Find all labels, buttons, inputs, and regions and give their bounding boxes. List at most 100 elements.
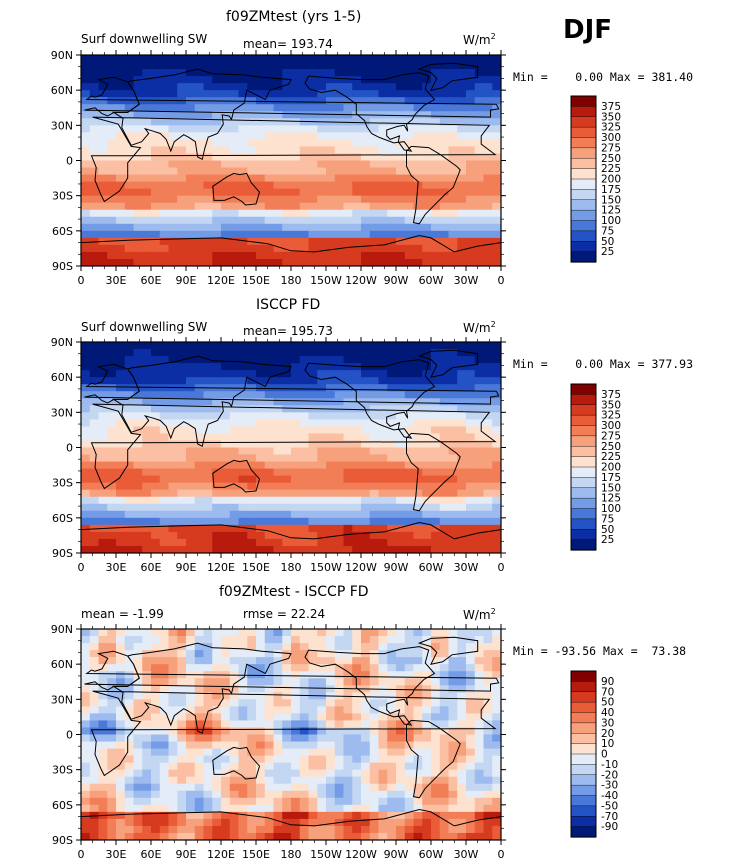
colorbar-label: 75: [601, 513, 614, 525]
colorbar-label: -10: [601, 759, 618, 771]
lon-tick-label: 60W: [419, 561, 444, 574]
lat-tick-label: 90S: [52, 547, 73, 560]
colorbar-label: 350: [601, 111, 621, 123]
colorbar-label: 150: [601, 194, 621, 206]
colorbar-swatch: [570, 147, 597, 159]
lat-tick-label: 90N: [51, 623, 73, 636]
colorbar-label: 70: [601, 686, 614, 698]
colorbar-swatch: [570, 508, 597, 520]
colorbar-swatch: [570, 220, 597, 232]
mean-label: mean = -1.99: [81, 607, 164, 621]
colorbar-label: 20: [601, 728, 614, 740]
lon-tick-label: 30E: [106, 274, 127, 287]
map-panel-1: 90N 60N 30N 0 30S 60S 90S 0 30E 60E 90E 120E 150E 180…: [51, 49, 621, 287]
lat-tick-label: 30S: [52, 764, 73, 777]
lon-tick-label: 120E: [207, 848, 235, 861]
colorbar-label: 100: [601, 503, 621, 515]
lat-tick-label: 30N: [51, 119, 73, 132]
coastline: [84, 650, 500, 692]
colorbar-swatch: [570, 774, 597, 786]
colorbar-swatch: [570, 712, 597, 724]
coastline: [212, 746, 261, 780]
colorbar-label: -90: [601, 821, 618, 833]
colorbar-label: -20: [601, 769, 618, 781]
lat-tick-label: 30S: [52, 477, 73, 490]
colorbar-label: 250: [601, 153, 621, 165]
season-label: DJF: [563, 15, 613, 45]
coastline: [304, 646, 436, 726]
coastline: [111, 68, 292, 161]
coastline: [90, 690, 497, 777]
colorbar-label: 25: [601, 534, 614, 546]
filled-contour: [81, 342, 501, 553]
coastline: [90, 116, 497, 203]
lat-tick-label: 90N: [51, 336, 73, 349]
lat-tick-label: 60N: [51, 371, 73, 384]
coastline: [406, 145, 461, 225]
colorbar-swatch: [570, 477, 597, 489]
lon-tick-label: 60W: [419, 848, 444, 861]
lon-tick-label: 180: [281, 848, 302, 861]
colorbar-label: 50: [601, 697, 614, 709]
lon-tick-label: 0: [78, 561, 85, 574]
colorbar-swatch: [570, 816, 597, 828]
coastline: [84, 76, 500, 118]
min-max-label: Min = -93.56 Max = 73.38: [513, 644, 687, 658]
filled-contour: [81, 55, 501, 266]
colorbar-label: 275: [601, 430, 621, 442]
colorbar-swatch: [570, 414, 597, 427]
units-label: W/m2: [463, 607, 496, 622]
coastline: [406, 432, 461, 512]
coastline: [417, 349, 479, 378]
lon-tick-label: 120W: [345, 274, 377, 287]
colorbar-swatch: [570, 137, 597, 149]
rmse-label: rmse = 22.24: [243, 607, 326, 621]
colorbar-label: 275: [601, 142, 621, 154]
lat-tick-label: 60N: [51, 658, 73, 671]
field-label: Surf downwelling SW: [81, 32, 208, 46]
coastline: [81, 234, 501, 266]
lat-tick-label: 90S: [52, 260, 73, 273]
lat-tick-label: 60S: [52, 799, 73, 812]
coastlines: [81, 636, 501, 840]
units-label: W/m2: [463, 32, 496, 47]
lon-tick-label: 90E: [176, 848, 197, 861]
colorbar-swatch: [570, 795, 597, 807]
lat-tick-label: 90N: [51, 49, 73, 62]
colorbar-label: 50: [601, 524, 614, 536]
coastlines: [81, 349, 501, 553]
lon-tick-label: 120W: [345, 561, 377, 574]
colorbar-swatch: [570, 126, 597, 139]
mean-label: mean= 193.74: [243, 37, 333, 51]
coastline: [84, 363, 500, 405]
lon-tick-label: 60E: [141, 848, 162, 861]
coastline: [81, 521, 501, 553]
lon-tick-label: 90W: [384, 848, 409, 861]
colorbar-swatch: [570, 404, 597, 416]
panel-title: f09ZMtest - ISCCP FD: [219, 584, 369, 600]
coastline: [81, 808, 501, 840]
colorbar-swatch: [570, 670, 597, 682]
colorbar-label: 175: [601, 472, 621, 484]
lon-tick-label: 150E: [242, 274, 270, 287]
colorbar-swatch: [570, 95, 597, 107]
coastline: [212, 172, 261, 206]
colorbar-swatch: [570, 753, 597, 765]
lon-tick-label: 0: [78, 274, 85, 287]
colorbar-swatch: [570, 701, 597, 714]
colorbar-label: 90: [601, 676, 614, 688]
colorbar-swatch: [570, 394, 597, 406]
lon-tick-label: 150W: [310, 848, 342, 861]
lat-tick-label: 30N: [51, 406, 73, 419]
colorbar-swatch: [570, 116, 597, 128]
lon-tick-label: 30W: [454, 848, 479, 861]
lon-tick-label: 0: [78, 848, 85, 861]
colorbar-label: 325: [601, 410, 621, 422]
colorbar-label: 125: [601, 493, 621, 505]
lon-tick-label: 120E: [207, 561, 235, 574]
lon-tick-label: 120E: [207, 274, 235, 287]
colorbar-label: 30: [601, 717, 614, 729]
coastline: [90, 403, 497, 490]
lon-tick-label: 150E: [242, 848, 270, 861]
colorbar-label: 250: [601, 441, 621, 453]
